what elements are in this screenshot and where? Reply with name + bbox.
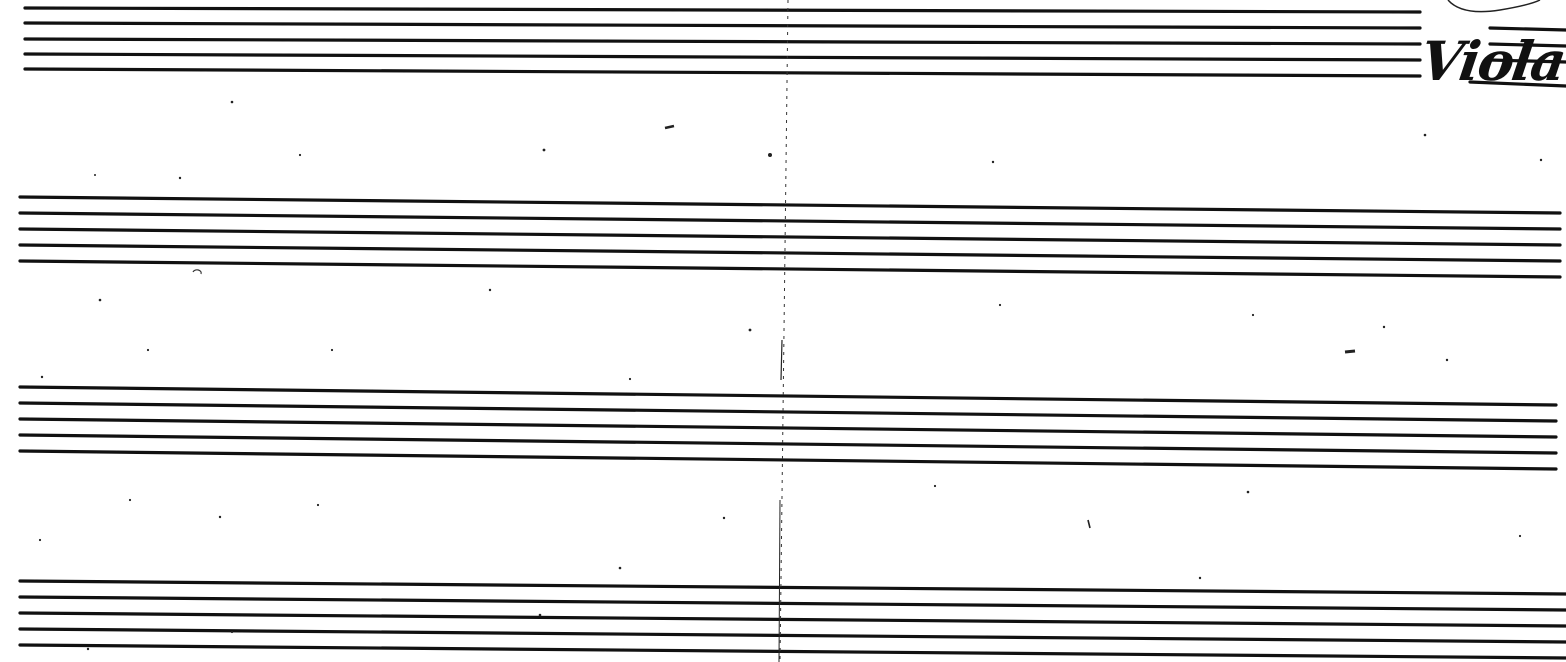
- staff-line: [18, 385, 1558, 407]
- fold-line-solid: [778, 499, 781, 662]
- stamp-arc: [1447, 0, 1541, 13]
- staff-4: [18, 579, 1566, 660]
- staff-line: [18, 195, 1562, 215]
- fold-line-solid: [780, 339, 783, 381]
- staff-line: [18, 627, 1566, 644]
- staff-line: [1468, 80, 1566, 88]
- staff-line: [18, 227, 1562, 247]
- staff-line: [18, 417, 1558, 439]
- staff-line: [18, 579, 1566, 596]
- staff-1: [23, 6, 1566, 88]
- staff-2: [18, 195, 1562, 279]
- part-label: Viola: [1416, 29, 1566, 93]
- staff-line: [18, 449, 1558, 471]
- staff-line: [18, 259, 1562, 279]
- fold-line: [779, 0, 789, 662]
- staff-line: [18, 595, 1566, 612]
- staff-line: [18, 643, 1566, 660]
- staff-line: [1488, 58, 1566, 64]
- staff-line: [23, 6, 1422, 14]
- staff-line: [18, 611, 1566, 628]
- staff-line: [18, 211, 1562, 231]
- staff-line: [23, 52, 1422, 62]
- scan-mark: [192, 269, 202, 275]
- staff-line: [23, 37, 1422, 46]
- staff-3: [18, 385, 1558, 471]
- staff-line: [23, 21, 1422, 30]
- staff-line: [23, 67, 1422, 78]
- staff-line: [1488, 42, 1566, 48]
- staff-line: [1488, 26, 1566, 32]
- scan-dash: [664, 124, 675, 130]
- scan-dash: [1087, 519, 1091, 529]
- staff-line: [18, 243, 1562, 263]
- staff-line: [18, 401, 1558, 423]
- staff-line: [18, 433, 1558, 455]
- scan-dash: [1344, 349, 1356, 354]
- scan-specks: [38, 100, 1543, 651]
